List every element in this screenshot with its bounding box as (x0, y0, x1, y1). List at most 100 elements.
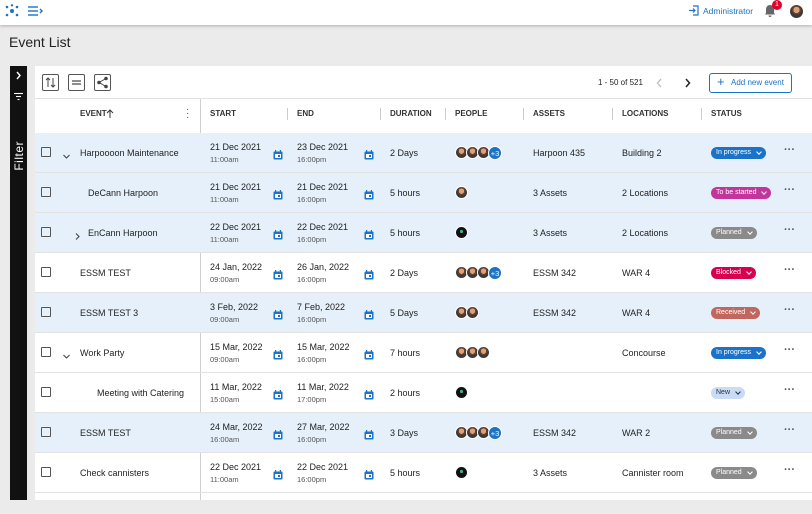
calendar-icon[interactable] (364, 227, 374, 245)
status-badge[interactable]: Blocked (711, 267, 756, 279)
status-badge[interactable]: New (711, 387, 746, 399)
start-time: 15:00am (210, 395, 240, 404)
event-name[interactable]: Harpoooon Maintenance (80, 148, 179, 158)
calendar-icon[interactable] (364, 427, 374, 445)
calendar-icon[interactable] (273, 227, 283, 245)
more-people[interactable]: +3 (488, 266, 502, 280)
calendar-icon[interactable] (273, 267, 283, 285)
expand-toggle[interactable] (62, 348, 71, 366)
add-event-button[interactable]: + Add new event (709, 73, 792, 93)
event-name[interactable]: Work Party (80, 348, 125, 358)
event-name[interactable]: EnCann Harpoon (88, 228, 158, 238)
event-name[interactable]: DeCann Harpoon (88, 188, 159, 198)
table-row[interactable]: EnCann Harpoon 22 Dec 2021 11:00am 22 Dec 2… (35, 213, 812, 253)
row-actions[interactable]: ··· (784, 344, 795, 356)
status-badge[interactable]: Planned (711, 467, 757, 479)
row-checkbox[interactable] (41, 227, 51, 237)
column-header[interactable]: PEOPLE (455, 109, 488, 118)
sort-asc-icon[interactable] (106, 109, 114, 118)
end-time: 16:00pm (297, 195, 327, 204)
status-badge[interactable]: Received (711, 307, 761, 319)
density-button[interactable] (68, 74, 85, 91)
calendar-icon[interactable] (273, 427, 283, 445)
sort-button[interactable] (42, 74, 59, 91)
row-actions[interactable]: ··· (784, 304, 795, 316)
row-actions[interactable]: ··· (784, 224, 795, 236)
calendar-icon[interactable] (273, 347, 283, 365)
person-avatar[interactable] (466, 306, 479, 319)
column-header[interactable]: START (210, 109, 237, 118)
user-link[interactable]: Administrator (703, 6, 754, 16)
more-people[interactable]: +3 (488, 426, 502, 440)
table-row[interactable]: ESSM TEST 24 Jan, 2022 09:00am 26 Jan, 2022… (35, 253, 812, 293)
table-row[interactable]: Meeting with Catering 11 Mar, 2022 15:00am… (35, 373, 812, 413)
table-row[interactable]: ESSM TEST 3 3 Feb, 2022 09:00am 7 Feb, 2022… (35, 293, 812, 333)
calendar-icon[interactable] (273, 187, 283, 205)
column-header[interactable]: END (297, 109, 314, 118)
end-date: 15 Mar, 2022 (297, 342, 350, 352)
column-header[interactable]: ASSETS (533, 109, 566, 118)
calendar-icon[interactable] (364, 387, 374, 405)
row-checkbox[interactable] (41, 387, 51, 397)
calendar-icon[interactable] (273, 387, 283, 405)
row-actions[interactable]: ··· (784, 264, 795, 276)
event-name[interactable]: ESSM TEST 3 (80, 308, 139, 318)
user-avatar[interactable] (789, 4, 804, 19)
row-checkbox[interactable] (41, 467, 51, 477)
person-avatar[interactable] (455, 466, 468, 479)
column-menu[interactable]: · · · (186, 104, 190, 123)
row-checkbox[interactable] (41, 427, 51, 437)
table-row[interactable]: ESSM TEST 24 Mar, 2022 16:00am 27 Mar, 2022… (35, 413, 812, 453)
event-name[interactable]: ESSM TEST (80, 428, 131, 438)
column-header[interactable]: EVENT (80, 109, 107, 118)
row-actions[interactable]: ··· (784, 464, 795, 476)
row-actions[interactable]: ··· (784, 424, 795, 436)
calendar-icon[interactable] (273, 307, 283, 325)
filter-sidebar[interactable]: Filter (10, 66, 27, 500)
more-people[interactable]: +3 (488, 146, 502, 160)
next-page[interactable] (683, 78, 693, 88)
menu-button[interactable] (27, 5, 45, 17)
share-button[interactable] (94, 74, 111, 91)
event-name[interactable]: Meeting with Catering (97, 388, 185, 398)
column-header[interactable]: LOCATIONS (622, 109, 669, 118)
calendar-icon[interactable] (273, 147, 283, 165)
calendar-icon[interactable] (364, 187, 374, 205)
calendar-icon[interactable] (364, 267, 374, 285)
calendar-icon[interactable] (273, 467, 283, 485)
person-avatar[interactable] (477, 346, 490, 359)
calendar-icon[interactable] (364, 307, 374, 325)
row-checkbox[interactable] (41, 187, 51, 197)
row-checkbox[interactable] (41, 267, 51, 277)
table-row[interactable]: Work Party 15 Mar, 2022 09:00am 15 Mar, 202… (35, 333, 812, 373)
calendar-icon[interactable] (364, 147, 374, 165)
prev-page[interactable] (655, 78, 665, 88)
status-badge[interactable]: Planned (711, 427, 757, 439)
event-name[interactable]: ESSM TEST (80, 268, 131, 278)
table-row[interactable]: Check cannisters 22 Dec 2021 11:00am 22 Dec… (35, 453, 812, 493)
row-actions[interactable]: ··· (784, 144, 795, 156)
status-badge[interactable]: Planned (711, 227, 757, 239)
status-badge[interactable]: In progress (711, 147, 767, 159)
row-actions[interactable]: ··· (784, 184, 795, 196)
table-row[interactable]: Harpoooon Maintenance 21 Dec 2021 11:00am 2… (35, 133, 812, 173)
person-avatar[interactable] (455, 226, 468, 239)
table-row[interactable]: DeCann Harpoon 21 Dec 2021 11:00am 21 Dec 2… (35, 173, 812, 213)
person-avatar[interactable] (455, 186, 468, 199)
calendar-icon[interactable] (364, 347, 374, 365)
row-checkbox[interactable] (41, 347, 51, 357)
status-badge[interactable]: To be started (711, 187, 772, 199)
event-name[interactable]: Check cannisters (80, 468, 150, 478)
expand-icon[interactable] (14, 71, 23, 80)
person-avatar[interactable] (455, 386, 468, 399)
row-checkbox[interactable] (41, 307, 51, 317)
row-actions[interactable]: ··· (784, 384, 795, 396)
calendar-icon[interactable] (364, 467, 374, 485)
status-badge[interactable]: In progress (711, 347, 767, 359)
column-header[interactable]: DURATION (390, 109, 432, 118)
end-time: 17:00pm (297, 395, 327, 404)
column-header[interactable]: STATUS (711, 109, 742, 118)
expand-toggle[interactable] (62, 148, 71, 166)
expand-toggle[interactable] (73, 228, 82, 246)
row-checkbox[interactable] (41, 147, 51, 157)
